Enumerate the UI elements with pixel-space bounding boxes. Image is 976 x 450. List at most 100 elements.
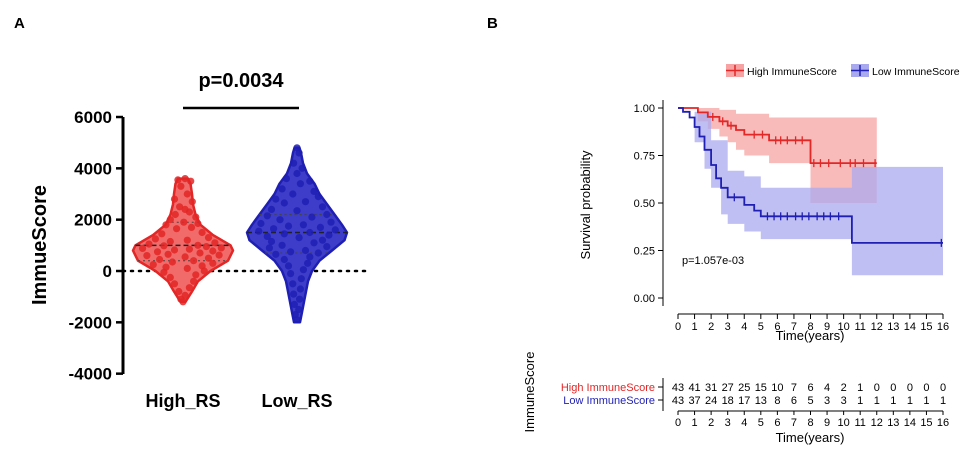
risk-x-tick-label: 13 xyxy=(887,417,899,429)
risk-x-tick-label: 15 xyxy=(920,417,932,429)
data-point xyxy=(290,300,298,308)
data-point xyxy=(278,241,286,249)
data-point xyxy=(194,241,202,249)
data-point xyxy=(187,177,195,185)
data-point xyxy=(255,227,263,235)
data-point xyxy=(323,243,331,251)
km-x-axis-title: Time(years) xyxy=(776,328,845,343)
km-y-tick-label: 0.50 xyxy=(634,198,655,210)
data-point xyxy=(318,236,327,244)
risk-x-tick-label: 14 xyxy=(904,417,916,429)
data-point xyxy=(204,254,213,262)
data-point xyxy=(166,237,174,246)
data-point xyxy=(280,230,288,238)
data-point xyxy=(314,249,322,257)
data-point xyxy=(192,213,200,221)
km-x-tick-label: 1 xyxy=(692,321,698,333)
data-point xyxy=(183,264,191,272)
risk-count: 1 xyxy=(923,395,929,407)
data-point xyxy=(158,230,166,238)
data-point xyxy=(196,249,204,257)
data-point xyxy=(280,255,288,264)
risk-x-tick-label: 0 xyxy=(675,417,681,429)
data-point xyxy=(173,225,181,233)
data-point xyxy=(174,176,182,184)
km-x-tick-label: 8 xyxy=(807,321,813,333)
km-x-tick-label: 14 xyxy=(904,321,916,333)
data-point xyxy=(310,187,318,195)
risk-count: 13 xyxy=(755,395,767,407)
x-tick-label: Low_RS xyxy=(261,391,332,411)
km-y-tick-label: 1.00 xyxy=(634,103,655,115)
data-point xyxy=(299,266,307,274)
data-point xyxy=(166,273,174,281)
survival-axes: 0.000.250.500.751.000 1 2 3 4 5 6 7 8 9 10 11 12 13 14… xyxy=(634,100,949,333)
risk-row-label: Low ImmuneScore xyxy=(563,395,655,407)
risk-count: 1 xyxy=(874,395,880,407)
legend-label-low: Low ImmuneScore xyxy=(872,66,960,78)
data-point xyxy=(314,193,322,201)
data-point xyxy=(187,223,196,231)
data-point xyxy=(190,257,198,265)
violins xyxy=(131,144,349,324)
confidence-bands xyxy=(678,108,943,276)
km-y-tick-label: 0.25 xyxy=(634,246,655,258)
data-point xyxy=(301,246,310,255)
data-point xyxy=(295,234,303,242)
risk-count: 5 xyxy=(807,395,813,407)
data-point xyxy=(296,180,304,188)
data-point xyxy=(280,199,288,207)
data-point xyxy=(177,182,185,190)
data-point xyxy=(267,205,276,213)
data-point xyxy=(181,253,189,261)
km-p-value: p=1.057e-03 xyxy=(682,255,744,267)
data-point xyxy=(318,203,327,211)
risk-x-tick-label: 6 xyxy=(774,417,780,429)
data-point xyxy=(190,277,198,285)
data-point xyxy=(188,198,196,206)
x-axis-labels: High_RS Low_RS xyxy=(145,391,332,411)
data-point xyxy=(293,316,301,324)
risk-count: 8 xyxy=(774,395,780,407)
km-x-tick-label: 9 xyxy=(824,321,830,333)
data-point xyxy=(170,246,179,254)
data-point xyxy=(306,177,314,185)
risk-row-label: High ImmuneScore xyxy=(561,382,655,394)
km-x-tick-label: 12 xyxy=(871,321,883,333)
data-point xyxy=(287,248,295,256)
data-point xyxy=(293,169,301,178)
survival-line xyxy=(678,107,943,244)
risk-x-tick-label: 10 xyxy=(838,417,850,429)
data-point xyxy=(183,190,191,198)
data-point xyxy=(204,234,213,242)
risk-count: 1 xyxy=(940,395,946,407)
y-tick-label: 4000 xyxy=(74,159,112,178)
data-point xyxy=(295,149,303,157)
violin-chart: -4000 -2000 0 2000 4000 6000 ImmueScore High_… xyxy=(29,70,367,411)
data-point xyxy=(306,253,314,261)
risk-x-tick-label: 16 xyxy=(937,417,949,429)
data-point xyxy=(270,225,278,233)
data-point xyxy=(198,228,206,237)
risk-table: High ImmuneScore 43 41 31 27 25 15 10 7 6 4 2 1 0 0 0 0 0… xyxy=(561,378,949,429)
data-point xyxy=(304,259,312,267)
data-point xyxy=(265,244,273,252)
risk-count: 2 xyxy=(841,382,847,394)
panel-a-label: A xyxy=(14,15,25,32)
data-point xyxy=(276,216,284,224)
km-x-tick-label: 6 xyxy=(774,321,780,333)
data-point xyxy=(168,258,176,266)
risk-x-tick-label: 9 xyxy=(824,417,830,429)
data-point xyxy=(299,221,307,229)
legend-label-high: High ImmuneScore xyxy=(747,66,837,78)
data-point xyxy=(170,195,179,203)
data-point xyxy=(181,175,189,183)
y-axis-ticks: -4000 -2000 0 2000 4000 6000 xyxy=(69,108,123,384)
km-x-tick-label: 0 xyxy=(675,321,681,333)
risk-count: 37 xyxy=(688,395,700,407)
risk-count: 0 xyxy=(890,382,896,394)
risk-count: 7 xyxy=(791,382,797,394)
data-point xyxy=(215,251,223,259)
data-point xyxy=(156,255,164,264)
